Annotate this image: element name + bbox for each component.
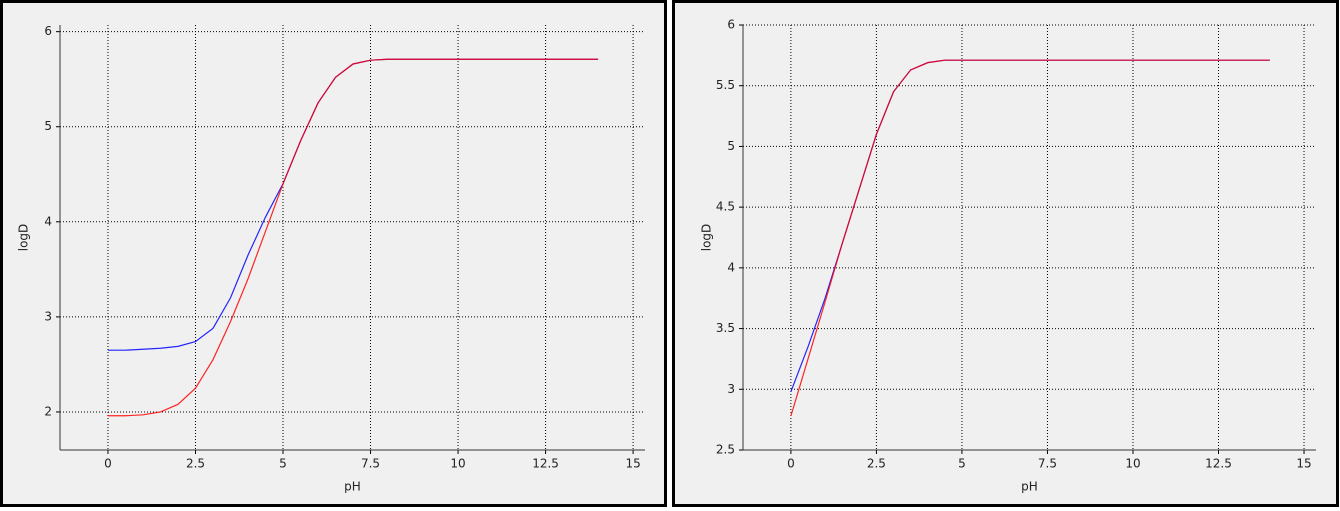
x-tick-label: 2.5 <box>867 457 886 471</box>
x-tick-label: 2.5 <box>186 457 205 471</box>
y-tick-label: 3.5 <box>716 321 735 335</box>
y-tick-label: 5 <box>727 139 735 153</box>
y-axis-label: logD <box>700 224 714 252</box>
x-tick-label: 0 <box>104 457 112 471</box>
y-tick-label: 2.5 <box>716 443 735 457</box>
x-tick-label: 7.5 <box>361 457 380 471</box>
x-tick-label: 5 <box>279 457 287 471</box>
x-tick-label: 10 <box>1125 457 1140 471</box>
y-tick-label: 3 <box>727 382 735 396</box>
y-tick-label: 6 <box>44 24 52 38</box>
x-tick-label: 15 <box>625 457 640 471</box>
x-axis-label: pH <box>1021 480 1038 494</box>
y-tick-label: 4 <box>44 214 52 228</box>
x-tick-label: 15 <box>1296 457 1311 471</box>
y-axis-label: logD <box>17 224 31 252</box>
x-tick-label: 12.5 <box>1205 457 1232 471</box>
data-line <box>790 59 1270 417</box>
x-tick-label: 7.5 <box>1038 457 1057 471</box>
panel <box>0 0 667 507</box>
y-tick-label: 5 <box>44 119 52 133</box>
x-tick-label: 0 <box>787 457 795 471</box>
y-tick-label: 3 <box>44 309 52 323</box>
y-tick-label: 6 <box>727 18 735 32</box>
x-axis-label: pH <box>344 480 361 494</box>
y-tick-label: 4.5 <box>716 200 735 214</box>
data-line <box>107 58 599 417</box>
y-tick-label: 2 <box>44 404 52 418</box>
y-tick-label: 5.5 <box>716 78 735 92</box>
x-tick-label: 10 <box>450 457 465 471</box>
x-tick-label: 12.5 <box>532 457 559 471</box>
panel <box>672 0 1339 507</box>
y-tick-label: 4 <box>727 260 735 274</box>
x-tick-label: 5 <box>958 457 966 471</box>
